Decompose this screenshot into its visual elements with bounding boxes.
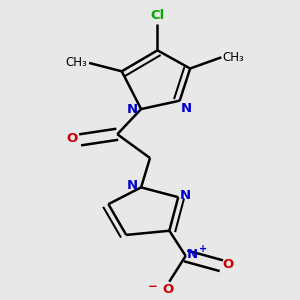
Text: +: + <box>199 244 207 254</box>
Text: N: N <box>187 248 198 261</box>
Text: O: O <box>66 132 77 145</box>
Text: N: N <box>180 189 191 202</box>
Text: O: O <box>223 258 234 271</box>
Text: CH₃: CH₃ <box>66 56 88 69</box>
Text: N: N <box>127 179 138 193</box>
Text: −: − <box>148 280 158 293</box>
Text: CH₃: CH₃ <box>223 51 244 64</box>
Text: N: N <box>127 103 138 116</box>
Text: N: N <box>181 102 192 115</box>
Text: O: O <box>162 283 173 296</box>
Text: Cl: Cl <box>150 9 165 22</box>
